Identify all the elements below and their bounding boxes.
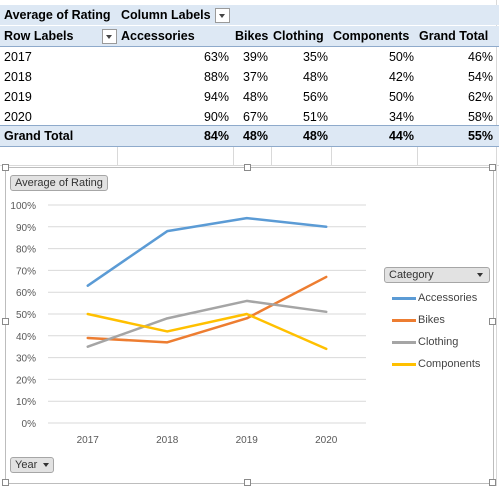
value-field-label: Average of Rating — [4, 8, 111, 22]
resize-handle-top[interactable] — [244, 164, 251, 171]
cell-value: 50% — [388, 50, 414, 64]
y-tick-label: 80% — [16, 245, 36, 256]
pivot-chart[interactable]: Average of Rating 0% 10% 20% 30% 40% 50% 60% 70… — [5, 167, 494, 484]
legend-swatch — [392, 341, 416, 344]
legend-swatch — [392, 297, 416, 300]
category-field-button[interactable]: Category — [384, 267, 490, 283]
legend-label: Components — [418, 358, 481, 370]
y-tick-label: 60% — [16, 288, 36, 299]
column-labels-filter-button[interactable] — [215, 8, 230, 23]
legend-swatch — [392, 363, 416, 366]
row-labels-filter-button[interactable] — [102, 29, 117, 44]
resize-handle-top-right[interactable] — [489, 164, 496, 171]
cell-value: 58% — [467, 110, 493, 124]
series-line-accessories — [86, 216, 328, 287]
cell-value: 48% — [242, 90, 268, 104]
resize-handle-bottom-right[interactable] — [489, 479, 496, 486]
y-tick-label: 90% — [16, 223, 36, 234]
cell-value: 34% — [388, 110, 414, 124]
cell-value: 50% — [388, 90, 414, 104]
x-tick-label: 2017 — [77, 435, 100, 446]
year-axis-field-button[interactable]: Year — [10, 457, 55, 473]
x-tick-label: 2020 — [315, 435, 338, 446]
cell-value: 51% — [302, 110, 328, 124]
value-field-button[interactable]: Average of Rating — [10, 175, 108, 191]
cell-value: 54% — [467, 70, 493, 84]
resize-handle-left[interactable] — [2, 318, 9, 325]
row-labels-header: Row Labels — [4, 29, 74, 43]
cell-value: 37% — [242, 70, 268, 84]
cell-value: 55% — [467, 129, 493, 143]
legend-label: Bikes — [418, 314, 445, 326]
row-label: 2019 — [4, 90, 32, 104]
cell-value: 94% — [203, 90, 229, 104]
y-tick-label: 70% — [16, 266, 36, 277]
year-field-button-label: Year — [15, 459, 38, 471]
table-row: 2019 94% 48% 56% 50% 62% — [0, 87, 499, 107]
col-header-grand-total: Grand Total — [419, 29, 489, 43]
cell-value: 67% — [242, 110, 268, 124]
cell-value: 39% — [242, 50, 268, 64]
chevron-down-icon — [477, 273, 483, 277]
category-field-button-label: Category — [389, 269, 434, 281]
row-label: 2020 — [4, 110, 32, 124]
line-chart-plot: 0% 10% 20% 30% 40% 50% 60% 70% 80% 90% 100% 2017 201… — [10, 201, 366, 446]
cell-value: 88% — [203, 70, 229, 84]
cell-value: 48% — [302, 129, 328, 143]
resize-handle-bottom-left[interactable] — [2, 479, 9, 486]
pivot-header-row-1: Average of Rating Column Labels — [0, 5, 499, 25]
row-label: 2018 — [4, 70, 32, 84]
row-label: 2017 — [4, 50, 32, 64]
cell-value: 35% — [302, 50, 328, 64]
cell-value: 48% — [242, 129, 268, 143]
series-line-clothing — [86, 299, 328, 348]
cell-value: 48% — [302, 70, 328, 84]
table-row: 2020 90% 67% 51% 34% 58% — [0, 107, 499, 127]
legend-swatch — [392, 319, 416, 322]
cell-value: 84% — [203, 129, 229, 143]
value-field-button-label: Average of Rating — [15, 177, 103, 189]
series-line-components — [86, 312, 328, 351]
resize-handle-bottom[interactable] — [244, 479, 251, 486]
col-header-bikes: Bikes — [235, 29, 269, 43]
cell-value: 56% — [302, 90, 328, 104]
table-row: 2017 63% 39% 35% 50% 46% — [0, 47, 499, 67]
cell-value: 90% — [203, 110, 229, 124]
col-header-components: Components — [333, 29, 410, 43]
grand-total-label: Grand Total — [4, 129, 74, 143]
y-tick-label: 20% — [16, 375, 36, 386]
cell-value: 46% — [467, 50, 493, 64]
pivot-header-row-2: Row Labels Accessories Bikes Clothing Co… — [0, 26, 499, 47]
col-header-accessories: Accessories — [121, 29, 195, 43]
legend-label: Clothing — [418, 336, 459, 348]
table-row: 2018 88% 37% 48% 42% 54% — [0, 67, 499, 87]
legend-label: Accessories — [418, 292, 478, 304]
cell-value: 44% — [388, 129, 414, 143]
chevron-down-icon — [43, 463, 50, 468]
resize-handle-top-left[interactable] — [2, 164, 9, 171]
cell-value: 62% — [467, 90, 493, 104]
grand-total-row: Grand Total 84% 48% 48% 44% 55% — [0, 125, 499, 147]
y-tick-label: 100% — [10, 201, 36, 212]
cell-value: 42% — [388, 70, 414, 84]
y-tick-label: 30% — [16, 354, 36, 365]
y-tick-label: 0% — [22, 419, 37, 430]
cell-value: 63% — [203, 50, 229, 64]
y-tick-label: 40% — [16, 332, 36, 343]
y-tick-label: 10% — [16, 397, 36, 408]
series-line-bikes — [86, 275, 328, 344]
column-labels-header: Column Labels — [121, 8, 211, 22]
x-tick-label: 2018 — [156, 435, 179, 446]
x-tick-label: 2019 — [236, 435, 259, 446]
y-tick-label: 50% — [16, 310, 36, 321]
col-header-clothing: Clothing — [273, 29, 324, 43]
resize-handle-right[interactable] — [489, 318, 496, 325]
